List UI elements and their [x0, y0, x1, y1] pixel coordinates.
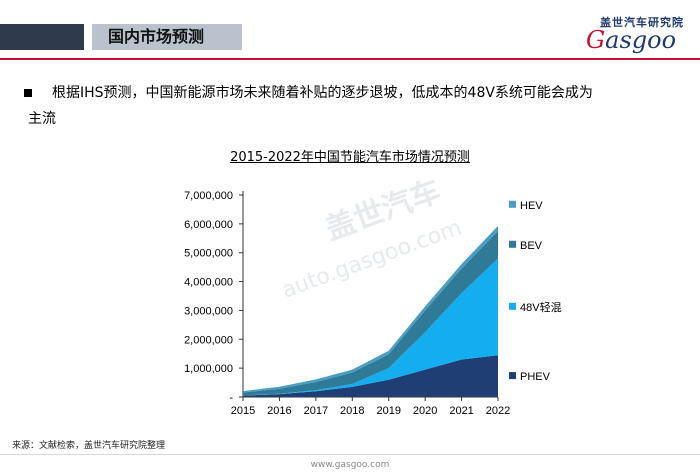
header-title-bar — [92, 24, 242, 50]
x-tick-label: 2022 — [486, 405, 510, 417]
footer-url: www.gasgoo.com — [310, 460, 390, 470]
header: 国内市场预测 盖世汽车研究院 Gasgoo — [0, 0, 700, 70]
x-tick-label: 2015 — [231, 405, 255, 417]
x-tick-label: 2017 — [304, 405, 328, 417]
legend-swatch — [509, 240, 516, 248]
y-tick-label: 3,000,000 — [184, 305, 233, 317]
y-tick-label: 5,000,000 — [184, 248, 233, 260]
legend-swatch — [509, 200, 516, 208]
chart-title: 2015-2022年中国节能汽车市场情况预测 — [230, 150, 470, 165]
header-accent-bar — [0, 24, 84, 50]
legend-label: BEV — [520, 240, 543, 252]
gasgoo-logo: 盖世汽车研究院 Gasgoo — [556, 14, 696, 56]
x-tick-label: 2021 — [449, 405, 473, 417]
bullet-point: 根据IHS预测，中国新能源市场未来随着补贴的逐步退坡，低成本的48V系统可能会成… — [24, 80, 674, 127]
footer-divider — [0, 454, 700, 455]
logo-cn-text: 盖世汽车研究院 — [600, 16, 684, 29]
legend-swatch — [509, 302, 516, 310]
y-tick-label: 6,000,000 — [184, 219, 233, 231]
x-tick-label: 2018 — [340, 405, 364, 417]
legend-swatch — [509, 372, 516, 380]
y-tick-label: - — [229, 392, 233, 404]
legend-label: 48V轻混 — [520, 300, 562, 314]
area-series-0 — [243, 355, 498, 397]
bullet-text-line1: 根据IHS预测，中国新能源市场未来随着补贴的逐步退坡，低成本的48V系统可能会成… — [52, 85, 593, 101]
bullet-square-icon — [24, 89, 32, 97]
bullet-text-line2: 主流 — [28, 111, 56, 127]
legend-label: HEV — [520, 200, 543, 212]
y-tick-label: 7,000,000 — [184, 190, 233, 202]
y-tick-label: 4,000,000 — [184, 277, 233, 289]
area-series-1 — [243, 258, 498, 396]
header-divider — [0, 58, 700, 60]
page-title: 国内市场预测 — [108, 27, 205, 46]
logo-en-text: Gasgoo — [586, 26, 677, 54]
y-tick-label: 1,000,000 — [184, 363, 233, 375]
x-tick-label: 2016 — [267, 405, 291, 417]
legend-label: PHEV — [520, 371, 551, 383]
y-tick-label: 2,000,000 — [184, 334, 233, 346]
source-note: 来源：文献检索，盖世汽车研究院整理 — [12, 441, 166, 451]
x-tick-label: 2019 — [376, 405, 400, 417]
x-tick-label: 2020 — [413, 405, 437, 417]
